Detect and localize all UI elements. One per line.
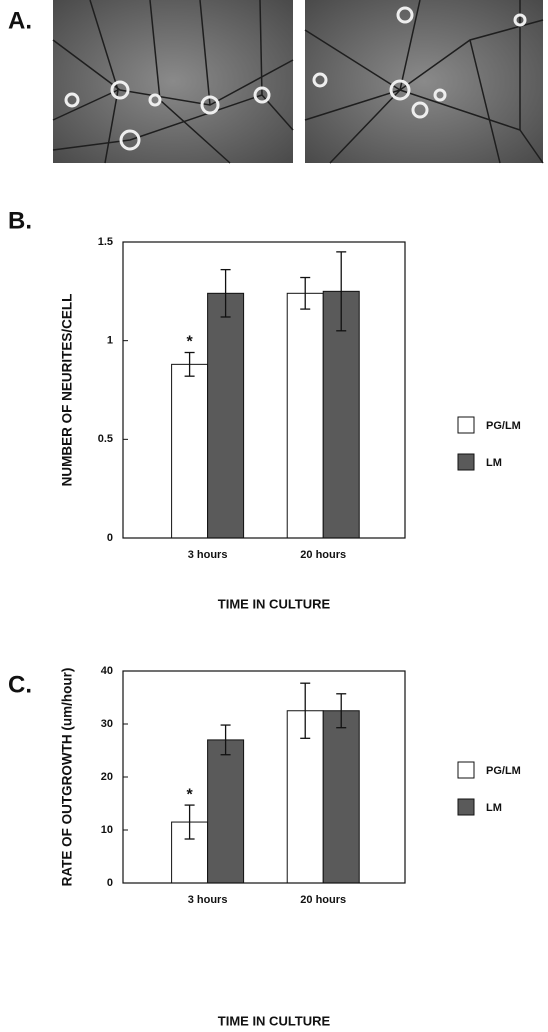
legend-label: LM (486, 802, 502, 814)
y-tick-label: 1 (107, 335, 113, 347)
bar (323, 711, 359, 883)
micrograph (305, 0, 543, 163)
x-tick-label: 3 hours (188, 549, 228, 561)
y-axis-label: RATE OF OUTGROWTH (um/hour) (60, 668, 75, 887)
bar (172, 364, 208, 538)
bar (208, 293, 244, 538)
y-tick-label: 20 (101, 771, 113, 783)
legend-swatch (458, 417, 474, 433)
x-axis-label: TIME IN CULTURE (218, 1013, 331, 1028)
y-tick-label: 0 (107, 877, 113, 889)
panel-label: C. (8, 671, 32, 698)
figure: A. B. C. 0 0.5 1 1.5 3 hours * 20 hours PG/LM LM… (0, 0, 548, 1032)
y-tick-label: 40 (101, 665, 113, 677)
x-tick-label: 20 hours (300, 894, 346, 906)
x-axis-label: TIME IN CULTURE (218, 596, 331, 611)
y-tick-label: 30 (101, 718, 113, 730)
micrograph (53, 0, 293, 163)
panel-label: B. (8, 207, 32, 234)
legend-swatch (458, 762, 474, 778)
y-tick-label: 1.5 (98, 236, 113, 248)
x-tick-label: 3 hours (188, 894, 228, 906)
y-tick-label: 0 (107, 532, 113, 544)
annotation: * (186, 334, 193, 351)
y-tick-label: 10 (101, 824, 113, 836)
y-tick-label: 0.5 (98, 433, 113, 445)
plot-frame (123, 671, 405, 883)
x-tick-label: 20 hours (300, 549, 346, 561)
legend-label: PG/LM (486, 765, 521, 777)
legend-swatch (458, 454, 474, 470)
legend-label: LM (486, 457, 502, 469)
panel-label: A. (8, 7, 32, 34)
plot-frame (123, 242, 405, 538)
bar (208, 740, 244, 883)
y-axis-label: NUMBER OF NEURITES/CELL (60, 294, 75, 487)
legend-swatch (458, 799, 474, 815)
bar (287, 293, 323, 538)
annotation: * (186, 786, 193, 803)
legend-label: PG/LM (486, 420, 521, 432)
